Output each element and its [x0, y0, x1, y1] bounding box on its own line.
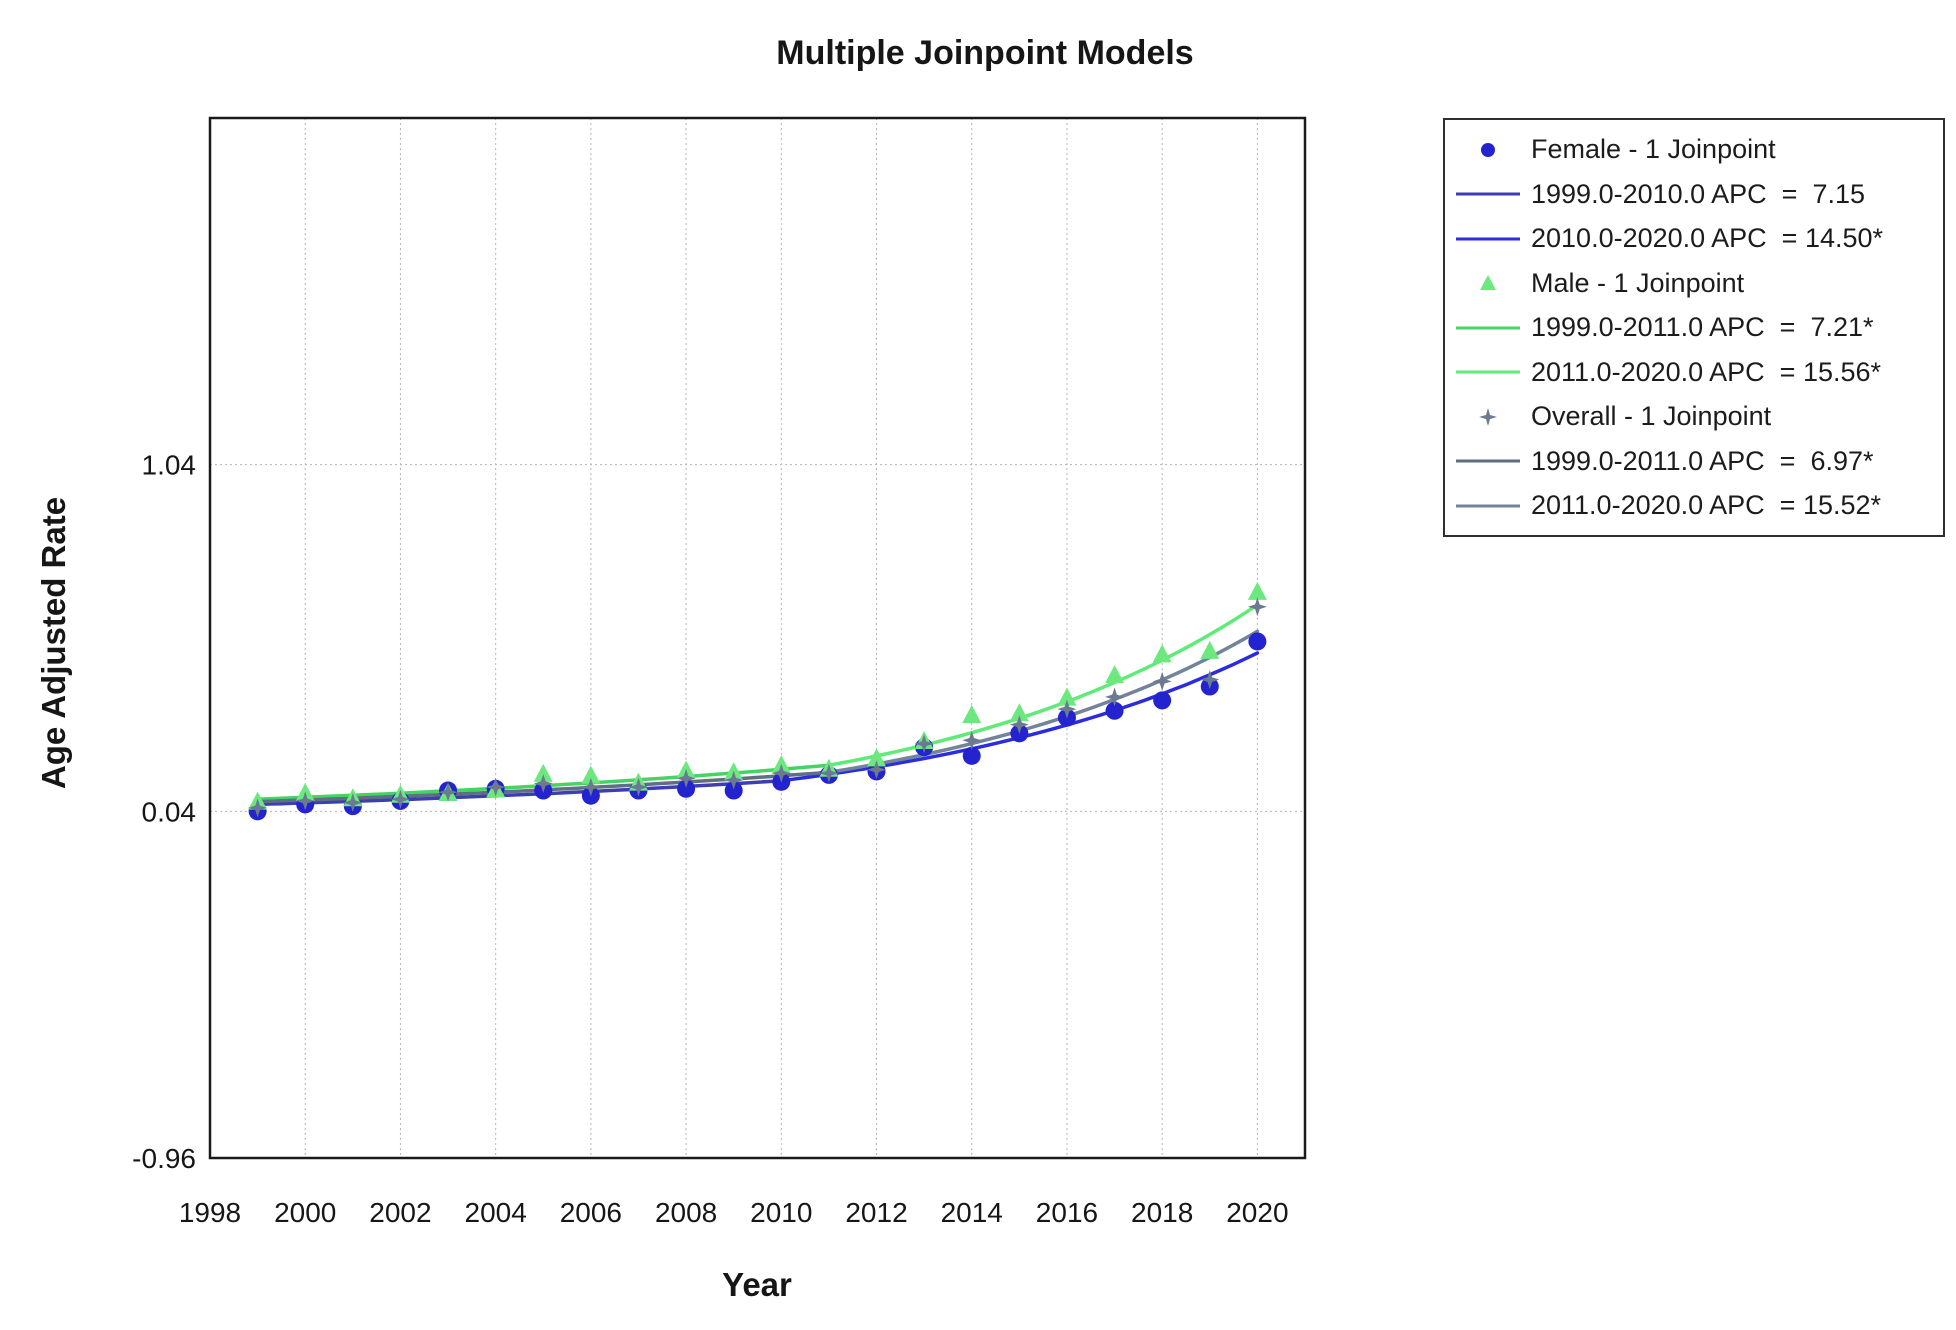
overall-segment-1-line-icon-glyph — [1456, 459, 1520, 463]
overall-segment-1-line-icon — [1445, 446, 1531, 476]
legend-label-female: Female - 1 Joinpoint — [1531, 134, 1776, 164]
overall-segment-2-line-icon-glyph — [1456, 504, 1520, 507]
data-point-male — [962, 705, 982, 723]
overall-marker-icon-glyph — [1479, 407, 1497, 426]
model-curve-series-2-segment-2 — [827, 629, 1260, 775]
data-point-overall — [676, 768, 696, 788]
y-tick-label: -0.96 — [132, 1143, 196, 1174]
legend-label-male: Male - 1 Joinpoint — [1531, 267, 1745, 298]
data-point-overall — [1105, 687, 1125, 707]
legend-label-overall-segment-2: 2011.0-2020.0 APC = 15.52* — [1531, 490, 1882, 520]
data-point-overall — [438, 782, 458, 802]
male-segment-1-line-icon-glyph — [1456, 326, 1520, 329]
data-point-overall — [295, 791, 315, 811]
legend-row-male: Male - 1 Joinpoint — [1445, 262, 1943, 304]
data-point-overall — [628, 777, 648, 797]
legend-row-female: Female - 1 Joinpoint — [1445, 129, 1943, 171]
x-tick-label: 1998 — [179, 1197, 241, 1228]
data-point-female — [677, 779, 696, 798]
data-point-overall — [962, 730, 982, 750]
data-point-overall — [1152, 671, 1172, 691]
overall-marker-icon — [1445, 402, 1531, 432]
overall-segment-2-line-icon — [1445, 491, 1531, 521]
data-point-female — [1153, 691, 1172, 710]
female-marker-icon-glyph — [1481, 142, 1495, 157]
data-point-male — [1247, 581, 1267, 600]
female-segment-2-line-icon-glyph — [1456, 237, 1520, 240]
female-segment-1-line-icon-glyph — [1456, 192, 1520, 196]
data-point-overall — [819, 763, 839, 783]
data-point-male — [867, 748, 887, 767]
legend-label-male-segment-1: 1999.0-2011.0 APC = 7.21* — [1531, 312, 1874, 342]
data-point-male — [581, 765, 601, 784]
data-point-male — [1200, 640, 1220, 659]
data-point-male — [1105, 665, 1125, 684]
x-tick-label: 2018 — [1131, 1197, 1193, 1228]
data-point-male — [1057, 687, 1077, 706]
x-tick-label: 2006 — [560, 1197, 622, 1228]
data-point-overall — [867, 760, 887, 780]
data-point-overall — [533, 774, 553, 794]
x-tick-label: 2000 — [274, 1197, 336, 1228]
x-tick-label: 2002 — [369, 1197, 431, 1228]
female-segment-2-line-icon — [1445, 224, 1531, 254]
chart-title: Multiple Joinpoint Models — [776, 34, 1194, 72]
x-tick-label: 2004 — [465, 1197, 527, 1228]
legend-label-male-segment-2: 2011.0-2020.0 APC = 15.56* — [1531, 356, 1882, 387]
male-segment-2-line-icon-glyph — [1456, 370, 1520, 374]
data-point-overall — [343, 793, 363, 813]
data-point-overall — [1247, 597, 1267, 617]
data-point-overall — [581, 777, 601, 797]
plot-border — [208, 116, 1307, 1160]
data-point-overall — [1200, 670, 1220, 690]
legend-label-overall-segment-1: 1999.0-2011.0 APC = 6.97* — [1531, 445, 1874, 476]
male-marker-icon-glyph — [1480, 275, 1496, 290]
male-segment-2-line-icon — [1445, 357, 1531, 387]
data-point-overall — [724, 770, 744, 790]
data-point-female — [1105, 701, 1124, 720]
data-point-female — [962, 746, 981, 765]
x-tick-label: 2016 — [1036, 1197, 1098, 1228]
x-tick-label: 2010 — [750, 1197, 812, 1228]
legend-label-female-segment-2: 2010.0-2020.0 APC = 14.50* — [1531, 223, 1884, 253]
data-point-overall — [390, 789, 410, 809]
x-tick-label: 2020 — [1226, 1197, 1288, 1228]
male-marker-icon — [1445, 268, 1531, 298]
data-point-overall — [248, 798, 268, 818]
x-axis-title: Year — [722, 1266, 792, 1303]
x-tick-label: 2014 — [941, 1197, 1003, 1228]
legend-row-overall: Overall - 1 Joinpoint — [1445, 396, 1943, 438]
female-segment-1-line-icon — [1445, 179, 1531, 209]
data-point-overall — [771, 763, 791, 783]
data-point-male — [533, 763, 553, 782]
female-marker-icon — [1445, 135, 1531, 165]
model-curve-series-1-segment-2 — [827, 603, 1260, 767]
data-point-overall — [914, 734, 934, 754]
data-point-overall — [1057, 699, 1077, 719]
y-tick-label: 1.04 — [142, 450, 197, 481]
legend-label-overall: Overall - 1 Joinpoint — [1531, 401, 1772, 431]
legend-label-female-segment-1: 1999.0-2010.0 APC = 7.15 — [1531, 178, 1866, 209]
data-point-male — [1152, 644, 1172, 663]
legend-row-male-segment-1: 1999.0-2011.0 APC = 7.21* — [1445, 307, 1943, 349]
y-tick-label: 0.04 — [142, 796, 197, 827]
data-point-female — [724, 781, 743, 800]
legend-row-female-segment-1: 1999.0-2010.0 APC = 7.15 — [1445, 173, 1943, 215]
legend-row-overall-segment-2: 2011.0-2020.0 APC = 15.52* — [1445, 485, 1943, 527]
legend-row-overall-segment-1: 1999.0-2011.0 APC = 6.97* — [1445, 440, 1943, 482]
x-tick-label: 2012 — [845, 1197, 907, 1228]
data-point-overall — [486, 777, 506, 797]
legend-row-female-segment-2: 2010.0-2020.0 APC = 14.50* — [1445, 218, 1943, 260]
x-tick-label: 2008 — [655, 1197, 717, 1228]
data-point-overall — [1009, 715, 1029, 735]
male-segment-1-line-icon — [1445, 313, 1531, 343]
legend-row-male-segment-2: 2011.0-2020.0 APC = 15.56* — [1445, 351, 1943, 393]
data-point-female — [1248, 632, 1267, 651]
data-point-male — [1009, 703, 1029, 722]
legend: Female - 1 Joinpoint 1999.0-2010.0 APC =… — [1443, 118, 1945, 537]
